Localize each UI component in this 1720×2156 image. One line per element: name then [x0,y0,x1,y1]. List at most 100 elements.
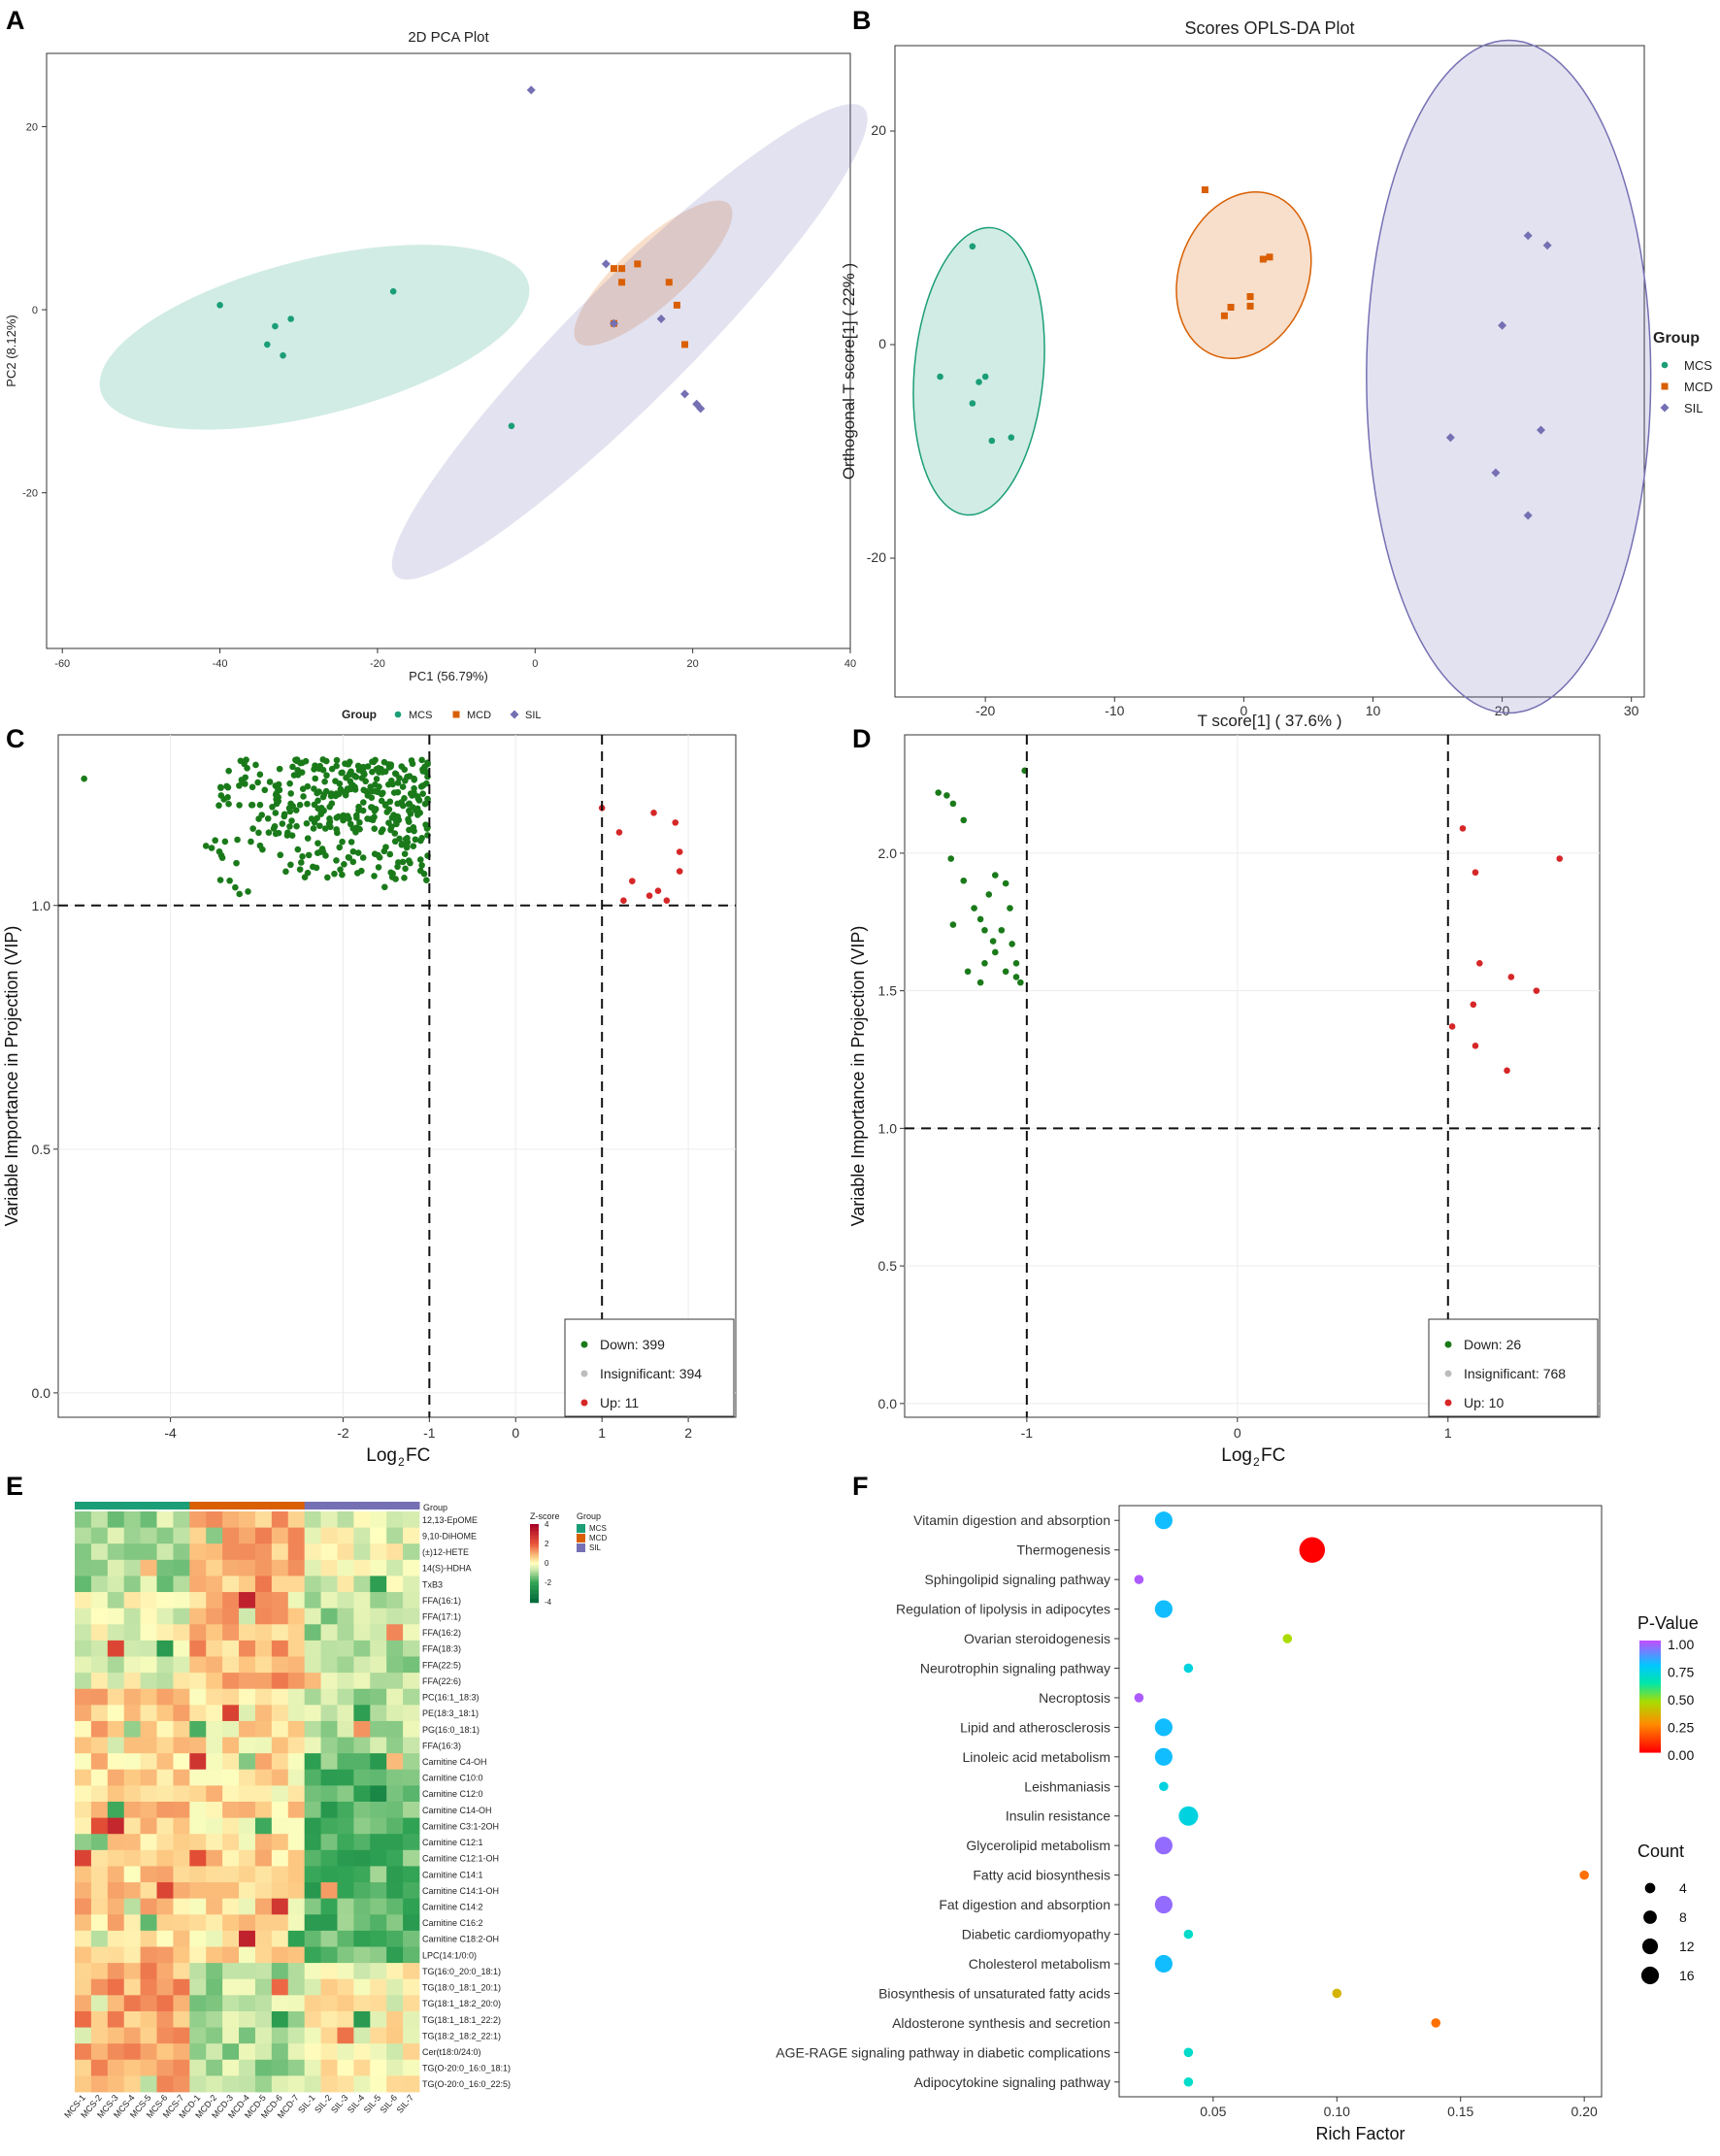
point-down [364,815,371,822]
heatmap-cell [239,1914,255,1931]
point-down [392,838,399,845]
point-MCD [618,279,625,285]
legend-label-MCS: MCS [1684,358,1712,373]
p-legend-tick-label: 0.25 [1668,1720,1694,1736]
heatmap-cell [173,1818,189,1835]
point-down [255,815,262,822]
row-label: 12,13-EpOME [422,1515,478,1525]
heatmap-cell [353,1850,370,1867]
row-label: TG(18:0_18:1_20:1) [422,1983,501,1993]
point-down [309,815,315,822]
heatmap-cell [157,1721,174,1738]
heatmap-cell [222,1963,239,1979]
heatmap-cell [189,1866,206,1882]
point-down [297,760,304,767]
heatmap-cell [108,1721,124,1738]
point-MCS [264,342,271,348]
point-down [371,873,378,879]
heatmap-cell [403,1705,419,1721]
p-legend-tick-label: 0.75 [1668,1665,1694,1680]
x-tick-label: 0 [532,658,538,670]
row-label: TG(18:2_18:2_22:1) [422,2031,501,2040]
heatmap-cell [124,1689,141,1706]
heatmap-cell [206,1721,222,1738]
colorbar-tick-label: -2 [545,1578,552,1587]
heatmap-cell [255,2043,272,2060]
y-axis-label: Variable Importance in Projection (VIP) [2,926,21,1227]
heatmap-cell [108,2075,124,2092]
heatmap-cell [124,1850,141,1867]
heatmap-cell [91,1705,108,1721]
point-down [333,814,340,821]
heatmap-cell [239,1802,255,1818]
heatmap-cell [206,1818,222,1835]
heatmap-cell [91,1947,108,1964]
heatmap-cell [222,1673,239,1689]
point-down [947,855,954,862]
heatmap-cell [157,1931,174,1947]
point-up [1534,987,1540,994]
heatmap-cell [305,1914,321,1931]
heatmap-cell [222,1721,239,1738]
heatmap-cell [337,1979,353,1996]
heatmap-cell [337,1850,353,1867]
heatmap-cell [272,1560,288,1576]
row-label: Carnitine C16:2 [422,1918,483,1928]
heatmap-cell [173,1657,189,1674]
heatmap-cell [141,1689,157,1706]
heatmap-cell [386,1963,403,1979]
heatmap-cell [272,1818,288,1835]
count-legend-label: 4 [1679,1880,1687,1896]
heatmap-cell [272,1995,288,2011]
heatmap-cell [173,1609,189,1625]
point-down [410,760,416,767]
point-MCD [1221,313,1228,319]
heatmap-cell [91,1818,108,1835]
heatmap-cell [124,1738,141,1754]
pathway-label: Biosynthesis of unsaturated fatty acids [878,1985,1110,2001]
heatmap-cell [157,1979,174,1996]
point-down [411,828,417,835]
heatmap-cell [124,1995,141,2011]
point-down [337,780,344,787]
heatmap-cell [108,1753,124,1770]
heatmap-cell [75,1834,91,1850]
point-MCD [1202,186,1208,193]
heatmap-cell [189,1979,206,1996]
heatmap-cell [239,2060,255,2076]
row-label: FFA(16:3) [422,1741,461,1750]
panel-F: Vitamin digestion and absorptionThermoge… [776,1506,1698,2143]
heatmap-cell [157,1770,174,1786]
heatmap-cell [189,1657,206,1674]
pathway-label: Ovarian steroidogenesis [964,1631,1110,1646]
point-down [990,938,997,945]
heatmap-cell [189,2060,206,2076]
point-down [414,793,421,800]
point-down [257,802,264,809]
heatmap-cell [141,1657,157,1674]
count-legend-symbol [1642,1939,1658,1954]
annotation-cell [189,1502,206,1509]
row-label: TG(16:0_20:0_18:1) [422,1967,501,1976]
point-down [343,792,349,799]
p-colorbar-segment [1639,1751,1661,1753]
heatmap-cell [239,2011,255,2028]
heatmap-cell [239,1560,255,1576]
heatmap-cell [370,1963,386,1979]
heatmap-cell [141,1705,157,1721]
heatmap-cell [108,1802,124,1818]
heatmap-cell [189,1947,206,1964]
heatmap-cell [206,2075,222,2092]
heatmap-cell [272,2028,288,2044]
heatmap-cell [370,1721,386,1738]
row-label: 14(S)-HDHA [422,1564,472,1574]
heatmap-cell [255,1995,272,2011]
heatmap-cell [124,1753,141,1770]
heatmap-cell [321,1543,338,1560]
p-legend-tick-label: 1.00 [1668,1637,1694,1652]
heatmap-cell [288,1705,305,1721]
heatmap-cell [353,1705,370,1721]
heatmap-cell [173,1931,189,1947]
heatmap-cell [206,1914,222,1931]
x-tick-label: -20 [976,703,995,718]
